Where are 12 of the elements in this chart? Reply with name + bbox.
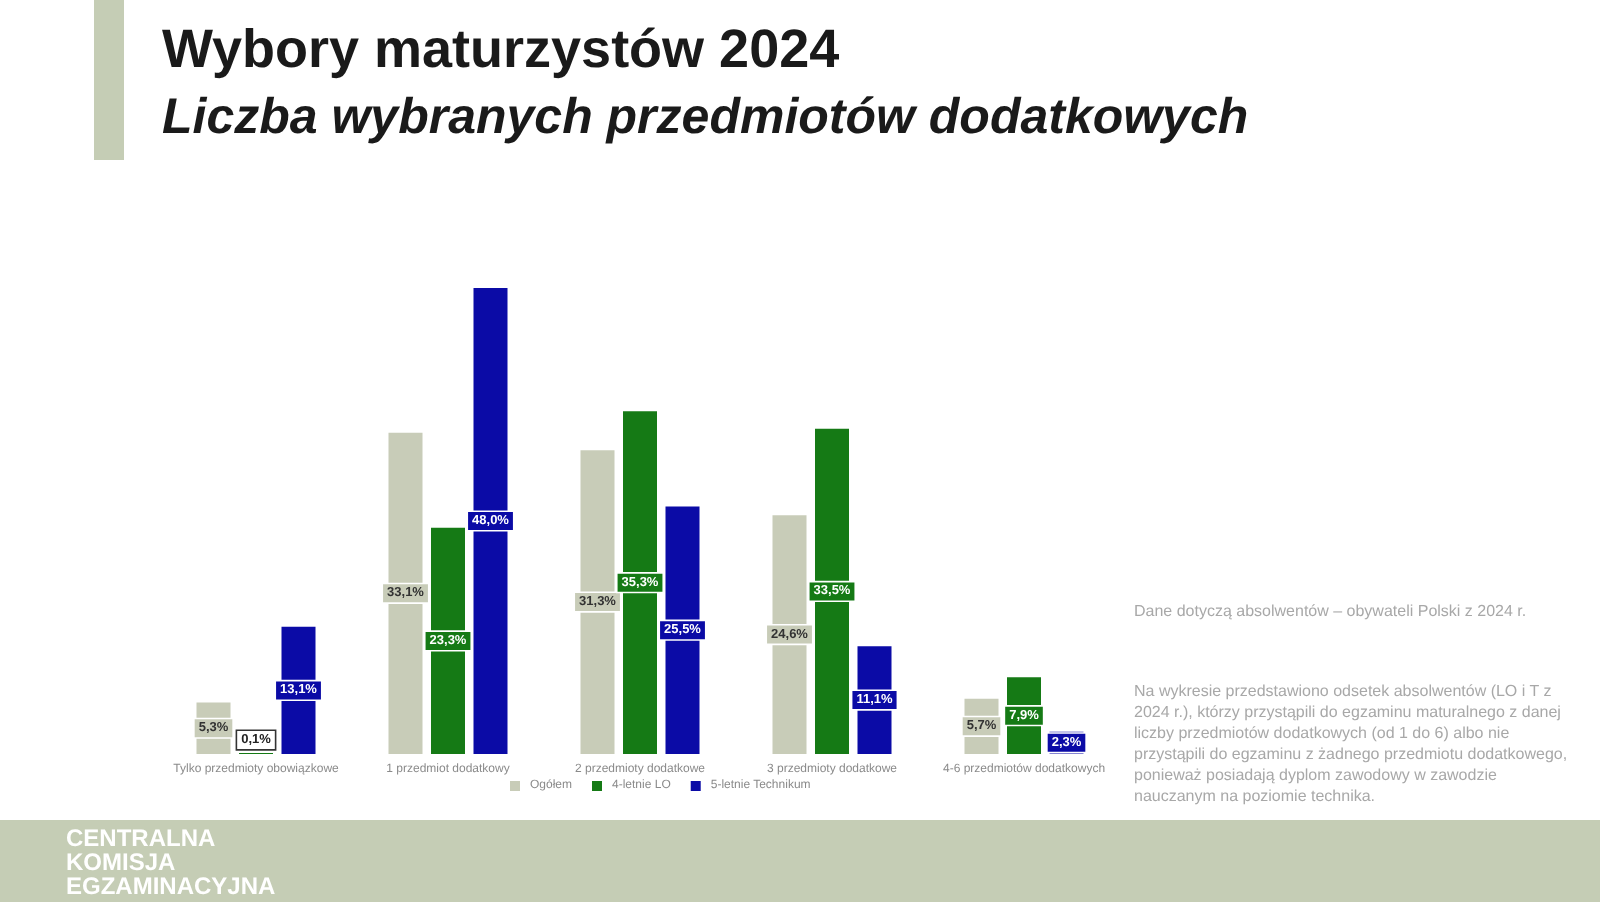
bar (815, 428, 849, 754)
chart-title: Wybory maturzystów 2024 (162, 19, 840, 79)
chart-subtitle: Liczba wybranych przedmiotów dodatkowych (162, 89, 1249, 145)
bar (772, 515, 807, 754)
text: CENTRALNA KOMISJA EGZAMINACYJNA (66, 824, 277, 900)
bar (580, 450, 615, 754)
bar (388, 432, 423, 754)
bar (473, 288, 508, 754)
bar (431, 527, 465, 754)
bar (665, 506, 700, 754)
text: Dane dotyczą absolwentów – obywateli Polski z 2024 r. (1134, 601, 1527, 620)
text: Na wykresie przedstawiono odsetek absolwentów (LO i T z 2024 r.), którzy przystąpili do egzaminu maturalnego z danej liczby przedmiotów dodatkowych (od 1 do 6) albo nie przystąpili do egzaminu z żadnego przedmiotu dodatkowego, ponieważ posiadają dyplom zawodowy w zawodzie nauczanym na poziomie technika. (1134, 681, 1572, 805)
